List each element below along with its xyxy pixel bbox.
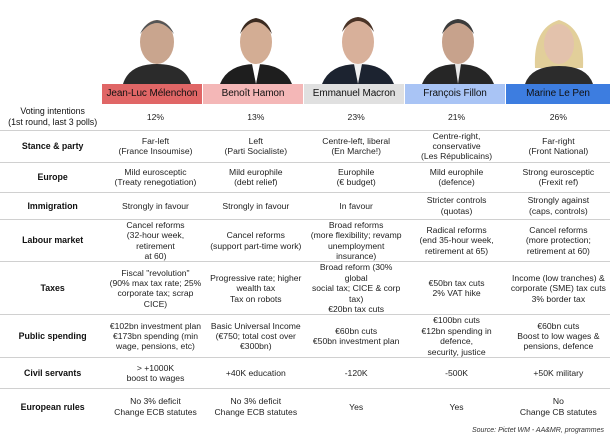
table-cell: Strongly against (caps, controls) [527,195,590,216]
table-cell: Broad reform (30% global social tax; CICE… [311,262,401,314]
table-row: European rules No 3% deficit Change ECB st… [0,389,610,425]
table-row: Civil servants > +1000K boost to wages +40K… [0,358,610,389]
header-macron: Emmanuel Macron [304,84,404,104]
table-cell: > +1000K boost to wages [126,362,185,383]
row-label: European rules [20,401,85,412]
table-row: Labour market Cancel reforms (32-hour week… [0,219,610,262]
table-cell: No 3% deficit Change ECB statutes [114,396,197,417]
table-cell: 12% [146,111,165,122]
table-cell: Basic Universal Income (€750; total cost … [210,320,301,352]
table-cell: Mild eurosceptic (Treaty renegotiation) [114,166,197,188]
table-cell: Far-left (France Insoumise) [118,135,193,157]
table-cell: Progressive rate; higher wealth tax Tax on… [210,272,302,304]
source-note: Source: Pictet WM - AA&MR, programmes [472,427,604,434]
table-cell: Strong eurosceptic (Frexit ref) [522,166,595,188]
table-cell: €100bn cuts €12bn spending in defence, sec… [421,315,492,357]
row-label: Stance & party [21,140,84,151]
table-cell: Income (low tranches) & corporate (SME) t… [510,272,606,304]
table-cell: Radical reforms (end 35-hour week, retirem… [419,224,494,256]
table-cell: 13% [247,111,265,122]
table-cell: €50bn tax cuts 2% VAT hike [428,277,485,299]
table-cell: Stricter controls (quotas) [426,195,487,216]
row-label: Taxes [40,283,65,294]
table-cell: Left (Parti Socialiste) [224,135,288,157]
table-cell: Cancel reforms (32-hour week, retirement a… [126,219,185,261]
header-fillon: François Fillon [405,84,505,104]
row-label: Voting intentions (1st round, last 3 poll… [8,106,98,127]
table-cell: Broad reforms (more flexibility; revamp un… [310,219,402,261]
candidate-photo-macron [310,8,406,84]
table-cell: €60bn cuts €50bn investment plan [312,325,400,347]
candidate-photo-le-pen [511,8,607,84]
table-cell: -500K [445,367,469,378]
table-row: Stance & party Far-left (France Insoumise)… [0,130,610,163]
table-cell: Europhile (€ budget) [336,166,376,188]
candidate-photos [0,0,610,84]
header-melenchon: Jean-Luc Mélenchon [102,84,202,104]
table-cell: +40K education [225,367,286,378]
table-cell: Strongly in favour [222,200,290,211]
table-row: Immigration Strongly in favour Strongly in… [0,192,610,220]
table-row: Taxes Fiscal "revolution" (90% max tax rat… [0,262,610,315]
table-cell: 23% [347,111,365,122]
table-cell: Yes [349,401,364,412]
table-cell: Yes [449,401,464,412]
table-cell: Cancel reforms (more protection; retiremen… [525,224,591,256]
table-cell: Cancel reforms (support part-time work) [210,230,302,251]
table-cell: Fiscal "revolution" (90% max tax rate; 25… [109,267,202,309]
table-cell: Centre-left, liberal (En Marche!) [322,135,391,157]
candidate-photo-melenchon [109,8,205,84]
table-cell: No 3% deficit Change ECB statutes [214,396,298,417]
table-cell: €60bn cuts Boost to low wages & pensions, … [517,320,600,352]
table-cell: Centre-right, conservative (Les Républica… [420,130,493,162]
table-row: Public spending €102bn investment plan €17… [0,315,610,358]
table-cell: In favour [339,200,373,211]
table-row: Voting intentions (1st round, last 3 poll… [0,104,610,130]
candidate-photo-hamon [208,8,304,84]
row-label: Immigration [27,200,78,211]
table-cell: 26% [549,111,567,122]
row-label: Civil servants [24,367,82,378]
table-cell: Far-right (Front National) [528,135,589,157]
table-cell: Mild europhile (defence) [429,166,484,188]
row-label: Europe [37,172,68,183]
table-cell: No Change CB statutes [519,396,597,417]
row-label: Public spending [18,330,87,341]
table-cell: €102bn investment plan €173bn spending (m… [109,320,202,352]
table-cell: Strongly in favour [122,200,189,211]
header-hamon: Benoît Hamon [203,84,303,104]
header-le-pen: Marine Le Pen [506,84,610,104]
table-cell: Mild europhile (debt relief) [229,166,283,188]
table-cell: 21% [447,111,466,122]
table-row: Europe Mild eurosceptic (Treaty renegotiat… [0,162,610,193]
table-cell: -120K [344,367,368,378]
candidate-photo-fillon [410,8,506,84]
comparison-table: Voting intentions (1st round, last 3 poll… [0,104,610,425]
table-cell: +50K military [533,367,584,378]
row-label: Labour market [22,235,84,246]
comparison-table-body: Voting intentions (1st round, last 3 poll… [0,104,610,425]
